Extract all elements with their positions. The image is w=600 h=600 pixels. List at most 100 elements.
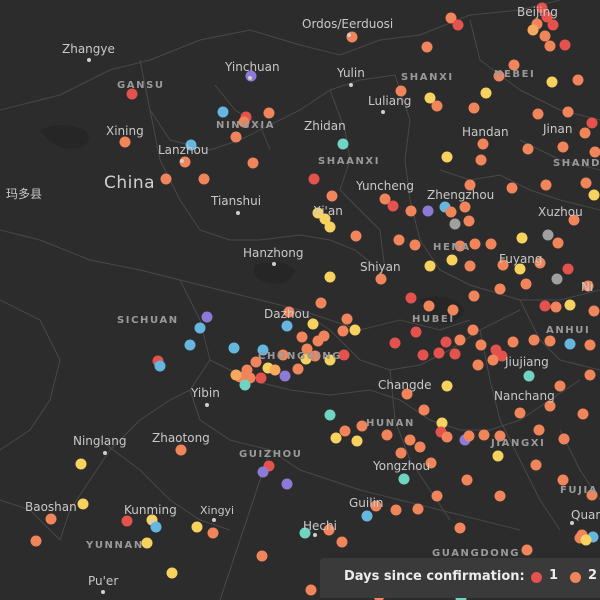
case-marker[interactable]: [514, 407, 526, 419]
case-marker[interactable]: [263, 107, 275, 119]
case-marker[interactable]: [375, 273, 387, 285]
case-marker[interactable]: [586, 117, 598, 129]
case-marker[interactable]: [539, 300, 551, 312]
case-marker[interactable]: [562, 263, 574, 275]
case-marker[interactable]: [323, 524, 335, 536]
case-marker[interactable]: [494, 490, 506, 502]
case-marker[interactable]: [381, 429, 393, 441]
case-marker[interactable]: [398, 473, 410, 485]
case-marker[interactable]: [418, 404, 430, 416]
case-marker[interactable]: [150, 521, 162, 533]
case-marker[interactable]: [584, 369, 596, 381]
case-marker[interactable]: [496, 350, 508, 362]
case-marker[interactable]: [480, 87, 492, 99]
case-marker[interactable]: [464, 179, 476, 191]
case-marker[interactable]: [557, 474, 569, 486]
case-marker[interactable]: [468, 102, 480, 114]
case-marker[interactable]: [534, 257, 546, 269]
case-marker[interactable]: [468, 290, 480, 302]
case-marker[interactable]: [349, 324, 361, 336]
case-marker[interactable]: [296, 331, 308, 343]
case-marker[interactable]: [584, 339, 596, 351]
case-marker[interactable]: [530, 459, 542, 471]
case-marker[interactable]: [506, 182, 518, 194]
case-marker[interactable]: [239, 379, 251, 391]
case-marker[interactable]: [175, 444, 187, 456]
case-marker[interactable]: [580, 534, 592, 546]
case-marker[interactable]: [424, 260, 436, 272]
case-marker[interactable]: [559, 39, 571, 51]
case-marker[interactable]: [478, 429, 490, 441]
case-marker[interactable]: [475, 154, 487, 166]
case-marker[interactable]: [198, 173, 210, 185]
case-marker[interactable]: [141, 537, 153, 549]
case-marker[interactable]: [550, 301, 562, 313]
case-marker[interactable]: [475, 339, 487, 351]
case-marker[interactable]: [324, 271, 336, 283]
case-marker[interactable]: [544, 400, 556, 412]
case-marker[interactable]: [445, 206, 457, 218]
case-marker[interactable]: [487, 354, 499, 366]
case-marker[interactable]: [577, 408, 589, 420]
case-marker[interactable]: [541, 11, 553, 23]
case-marker[interactable]: [493, 70, 505, 82]
case-marker[interactable]: [568, 214, 580, 226]
case-marker[interactable]: [454, 240, 466, 252]
case-marker[interactable]: [477, 138, 489, 150]
case-marker[interactable]: [154, 360, 166, 372]
case-marker[interactable]: [558, 433, 570, 445]
case-marker[interactable]: [562, 106, 574, 118]
case-marker[interactable]: [160, 173, 172, 185]
case-marker[interactable]: [279, 370, 291, 382]
case-marker[interactable]: [308, 173, 320, 185]
case-marker[interactable]: [467, 324, 479, 336]
case-marker[interactable]: [417, 349, 429, 361]
case-marker[interactable]: [395, 85, 407, 97]
case-marker[interactable]: [425, 457, 437, 469]
case-marker[interactable]: [564, 299, 576, 311]
case-marker[interactable]: [582, 280, 594, 292]
case-marker[interactable]: [507, 336, 519, 348]
case-marker[interactable]: [45, 513, 57, 525]
case-marker[interactable]: [255, 372, 267, 384]
case-marker[interactable]: [508, 59, 520, 71]
case-marker[interactable]: [472, 359, 484, 371]
case-marker[interactable]: [554, 380, 566, 392]
case-marker[interactable]: [589, 146, 600, 158]
case-marker[interactable]: [546, 76, 558, 88]
case-marker[interactable]: [461, 474, 473, 486]
case-marker[interactable]: [185, 139, 197, 151]
case-marker[interactable]: [588, 189, 600, 201]
case-marker[interactable]: [337, 325, 349, 337]
case-marker[interactable]: [299, 527, 311, 539]
case-marker[interactable]: [544, 335, 556, 347]
case-marker[interactable]: [521, 544, 533, 556]
case-marker[interactable]: [390, 504, 402, 516]
case-marker[interactable]: [527, 24, 539, 36]
case-marker[interactable]: [441, 431, 453, 443]
case-marker[interactable]: [217, 106, 229, 118]
case-marker[interactable]: [540, 179, 552, 191]
case-marker[interactable]: [395, 447, 407, 459]
case-marker[interactable]: [201, 311, 213, 323]
case-marker[interactable]: [588, 305, 600, 317]
case-marker[interactable]: [547, 19, 559, 31]
case-marker[interactable]: [463, 430, 475, 442]
case-marker[interactable]: [454, 334, 466, 346]
case-marker[interactable]: [361, 510, 373, 522]
case-marker[interactable]: [405, 205, 417, 217]
case-marker[interactable]: [449, 348, 461, 360]
case-marker[interactable]: [514, 263, 526, 275]
case-marker[interactable]: [522, 143, 534, 155]
case-marker[interactable]: [497, 259, 509, 271]
case-marker[interactable]: [238, 116, 250, 128]
case-marker[interactable]: [520, 278, 532, 290]
case-marker[interactable]: [557, 141, 569, 153]
case-marker[interactable]: [230, 369, 242, 381]
case-marker[interactable]: [445, 12, 457, 24]
case-marker[interactable]: [423, 300, 435, 312]
case-marker[interactable]: [250, 356, 262, 368]
case-marker[interactable]: [339, 425, 351, 437]
case-marker[interactable]: [281, 478, 293, 490]
case-marker[interactable]: [528, 334, 540, 346]
